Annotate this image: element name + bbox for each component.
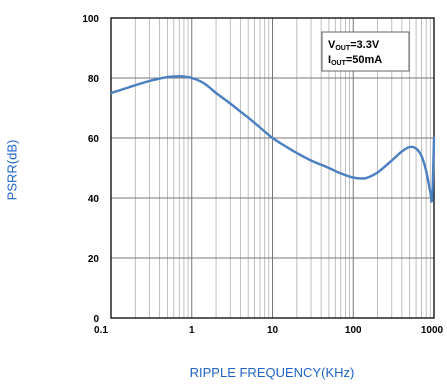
y-tick-label: 80 <box>88 74 100 85</box>
y-tick-label: 40 <box>88 194 100 205</box>
x-axis-title: RIPPLE FREQUENCY(KHz) <box>190 365 355 380</box>
x-tick-label: 100 <box>345 325 362 336</box>
y-tick-label: 60 <box>88 134 100 145</box>
annotation-vout-sub: OUT <box>335 45 351 52</box>
legend-box: VOUT=3.3V IOUT=50mA <box>321 31 410 72</box>
annotation-box <box>321 31 410 72</box>
annotation-iout-rest: =50mA <box>346 54 382 66</box>
annotation-vout-rest: =3.3V <box>350 39 380 51</box>
x-tick-label: 0.1 <box>94 325 108 336</box>
annotation-iout: IOUT=50mA <box>328 54 382 67</box>
x-tick-label: 10 <box>267 325 279 336</box>
annotation-iout-sub: OUT <box>331 60 347 67</box>
series-line <box>109 75 436 203</box>
y-tick-labels: 0 20 40 60 80 100 <box>82 14 99 325</box>
x-tick-label: 1 <box>189 325 195 336</box>
x-tick-labels: 0.1 1 10 100 1000 <box>94 325 444 336</box>
y-tick-label: 20 <box>88 254 100 265</box>
annotation-vout: VOUT=3.3V <box>328 39 380 52</box>
y-tick-label: 100 <box>82 14 99 25</box>
annotation-iout-base: I <box>328 54 331 66</box>
y-axis-title: PSRR(dB) <box>4 140 19 201</box>
annotation-vout-base: V <box>328 39 336 51</box>
x-tick-label: 1000 <box>421 325 444 336</box>
y-tick-label: 0 <box>93 314 99 325</box>
